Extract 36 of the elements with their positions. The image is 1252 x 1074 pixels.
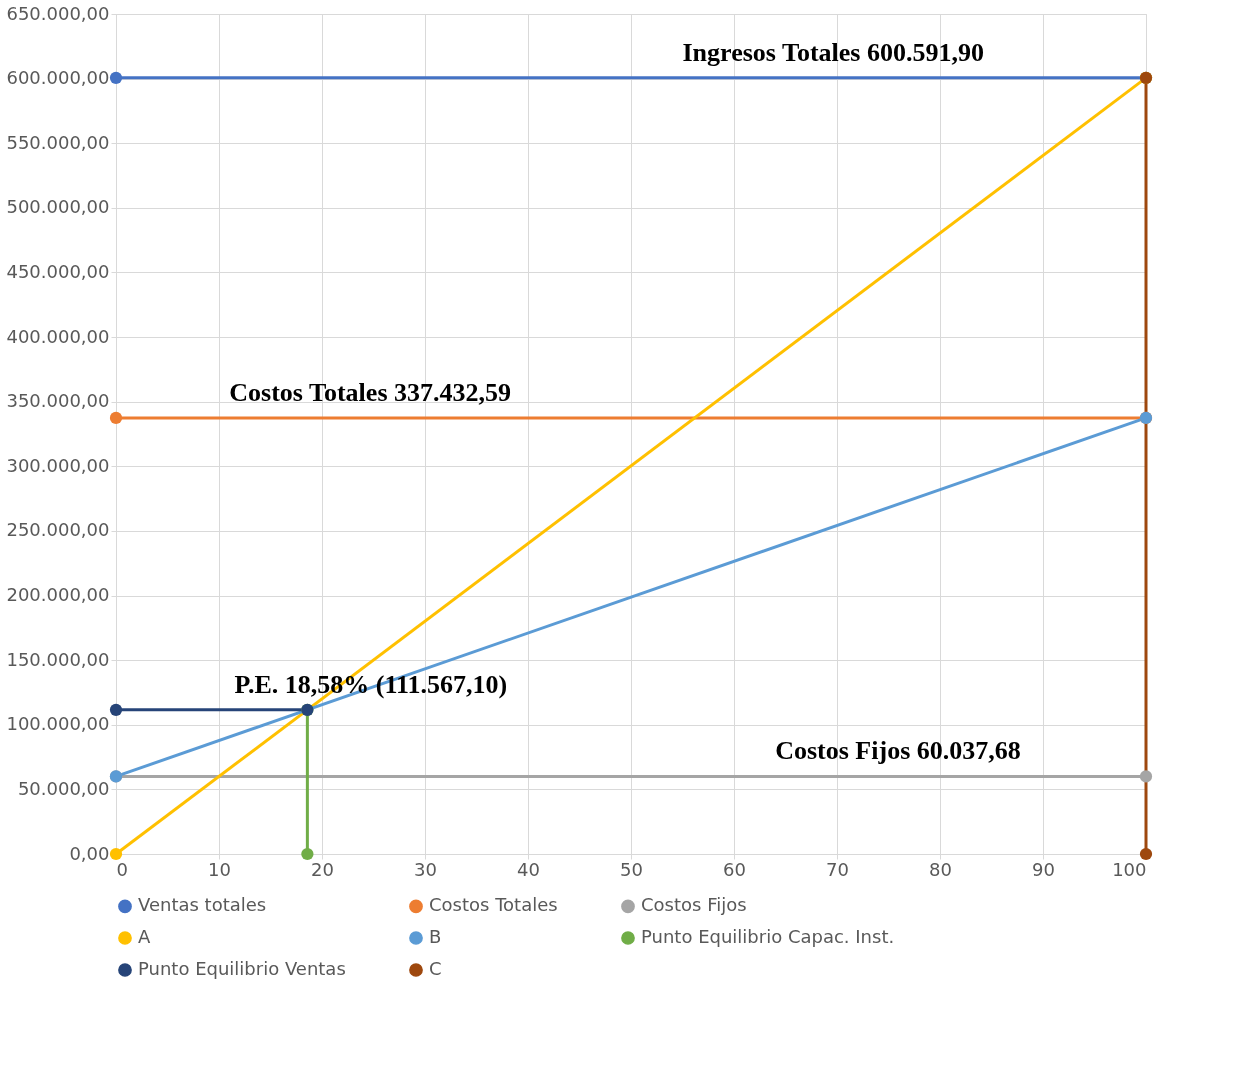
x-tick-label: 100	[1112, 858, 1147, 880]
y-tick-label: 400.000,00	[6, 325, 110, 347]
y-tick-label: 200.000,00	[6, 584, 110, 606]
annotation: Costos Totales 337.432,59	[229, 377, 511, 407]
annotation: Ingresos Totales 600.591,90	[682, 37, 984, 67]
y-tick-label: 50.000,00	[17, 777, 110, 799]
y-tick-label: 100.000,00	[6, 713, 110, 735]
y-tick-label: 550.000,00	[6, 131, 110, 153]
y-tick-label: 350.000,00	[6, 390, 110, 412]
y-tick-label: 500.000,00	[6, 196, 110, 218]
legend-label: Punto Equilibrio Capac. Inst.	[641, 926, 895, 947]
y-tick-label: 250.000,00	[6, 519, 110, 541]
legend-label: Punto Equilibrio Ventas	[138, 958, 346, 979]
x-tick-label: 40	[517, 858, 540, 880]
y-tick-label: 450.000,00	[6, 260, 110, 282]
y-tick-label: 600.000,00	[6, 67, 110, 89]
y-tick-label: 650.000,00	[6, 2, 110, 24]
x-tick-label: 10	[208, 858, 231, 880]
y-tick-label: 150.000,00	[6, 648, 110, 670]
x-tick-label: 60	[723, 858, 746, 880]
legend-label: C	[429, 958, 442, 979]
legend-label: B	[429, 926, 442, 947]
x-tick-label: 50	[620, 858, 643, 880]
x-tick-label: 30	[414, 858, 437, 880]
annotation: Costos Fijos 60.037,68	[775, 736, 1021, 766]
x-tick-label: 80	[929, 858, 952, 880]
x-tick-label: 90	[1032, 858, 1055, 880]
x-tick-label: 20	[311, 858, 334, 880]
legend-label: Costos Fijos	[641, 894, 747, 916]
legend-label: Costos Totales	[429, 894, 558, 916]
x-tick-label: 70	[826, 858, 849, 880]
legend-label: Ventas totales	[138, 894, 267, 916]
legend-label: A	[138, 926, 151, 947]
y-tick-label: 300.000,00	[6, 454, 110, 476]
x-tick-label: 0	[116, 858, 128, 880]
y-tick-label: 0,00	[69, 842, 110, 864]
